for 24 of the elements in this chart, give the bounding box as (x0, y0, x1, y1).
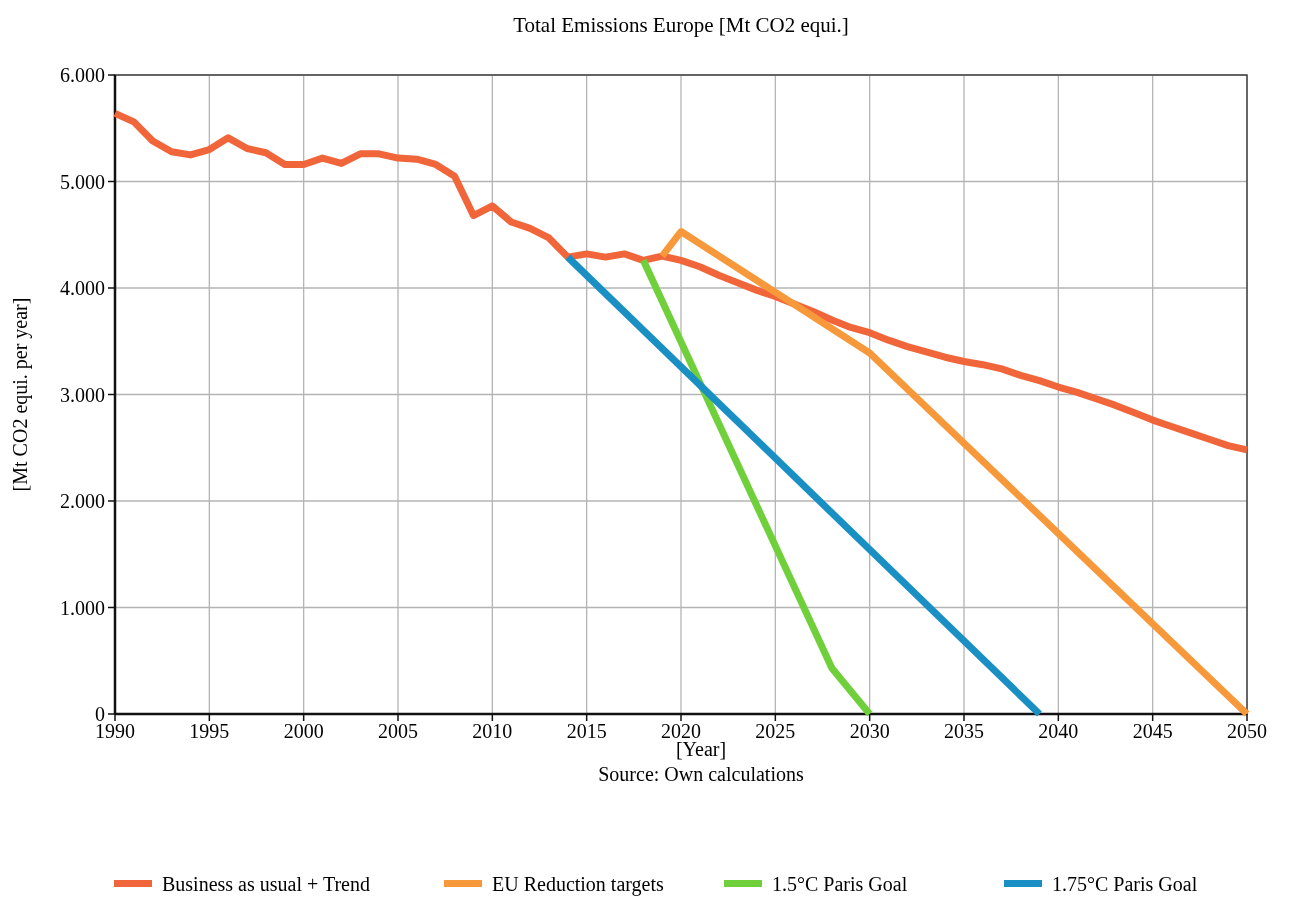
legend-label: Business as usual + Trend (162, 873, 370, 895)
x-tick-label: 2045 (1132, 720, 1173, 742)
chart-title: Total Emissions Europe [Mt CO2 equi.] (513, 13, 849, 37)
legend-label: EU Reduction targets (492, 873, 665, 896)
x-tick-label: 2010 (472, 720, 513, 742)
y-tick-label: 1.000 (60, 596, 105, 619)
x-tick-label: 2050 (1227, 720, 1267, 742)
x-tick-label: 2030 (849, 720, 890, 742)
y-tick-label: 6.000 (60, 64, 105, 86)
legend-label: 1.75°C Paris Goal (1052, 873, 1198, 895)
y-tick-label: 3.000 (60, 383, 105, 406)
y-tick-label: 2.000 (60, 490, 105, 512)
source-note: Source: Own calculations (598, 763, 804, 785)
y-axis-title: [Mt CO2 equi. per year] (9, 297, 32, 492)
x-tick-label: 2025 (755, 720, 796, 742)
y-tick-label: 4.000 (60, 277, 105, 299)
x-tick-label: 2000 (283, 720, 324, 742)
x-tick-label: 1995 (189, 720, 230, 742)
x-tick-label: 2040 (1038, 720, 1079, 742)
x-tick-label: 2005 (378, 720, 418, 742)
x-tick-label: 2035 (944, 720, 984, 742)
y-tick-label: 5.000 (60, 170, 105, 193)
legend-label: 1.5°C Paris Goal (772, 873, 908, 895)
x-tick-label: 2015 (566, 720, 607, 742)
